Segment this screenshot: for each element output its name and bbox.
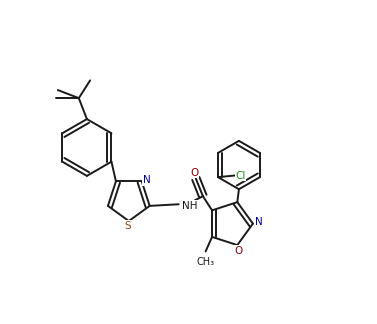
Text: O: O bbox=[235, 246, 243, 256]
Text: NH: NH bbox=[182, 201, 197, 211]
Text: S: S bbox=[125, 221, 132, 231]
Text: N: N bbox=[143, 175, 151, 185]
Text: Cl: Cl bbox=[235, 170, 246, 180]
Text: N: N bbox=[255, 217, 263, 227]
Text: CH₃: CH₃ bbox=[196, 257, 215, 267]
Text: O: O bbox=[190, 168, 198, 178]
